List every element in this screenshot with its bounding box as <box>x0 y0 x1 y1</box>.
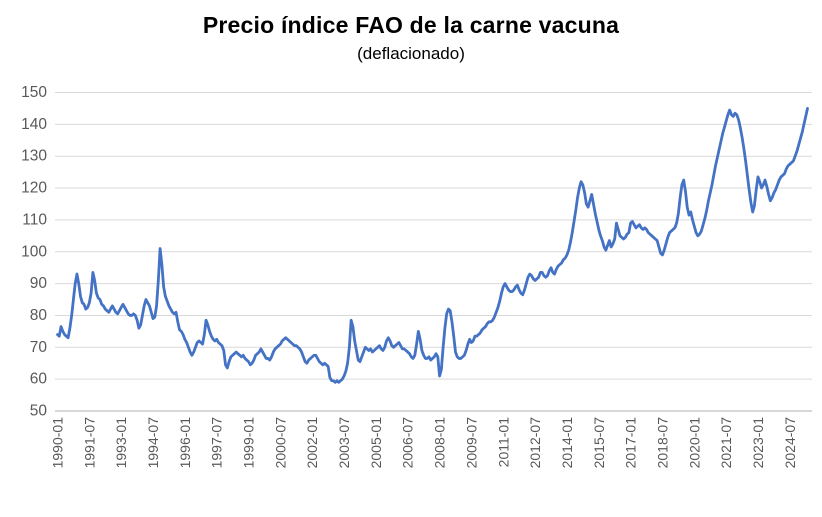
x-tick-label: 1996-01 <box>177 417 193 469</box>
x-tick-label: 2009-07 <box>463 417 479 469</box>
x-tick-label: 2024-07 <box>782 417 798 469</box>
x-tick-label: 2008-01 <box>432 417 448 469</box>
chart-subtitle: (deflacionado) <box>357 44 465 63</box>
x-tick-label: 2002-01 <box>304 417 320 469</box>
x-tick-label: 2017-01 <box>623 417 639 469</box>
y-tick-label: 150 <box>21 84 47 101</box>
x-tick-label: 2014-01 <box>559 417 575 469</box>
x-tick-label: 2023-01 <box>750 417 766 469</box>
y-tick-label: 120 <box>21 180 47 197</box>
y-tick-label: 50 <box>30 403 48 420</box>
x-tick-label: 2012-07 <box>527 417 543 469</box>
y-tick-label: 70 <box>30 339 48 356</box>
x-tick-label: 2021-07 <box>718 417 734 469</box>
x-tick-label: 2006-07 <box>400 417 416 469</box>
x-tick-label: 2011-01 <box>495 417 511 468</box>
y-tick-label: 90 <box>30 275 48 292</box>
y-tick-label: 60 <box>30 371 48 388</box>
x-tick-label: 2020-01 <box>686 417 702 469</box>
y-axis-tick-labels: 50 60 70 80 90 100 110 120 130 140 150 <box>21 84 47 420</box>
y-tick-label: 100 <box>21 243 47 260</box>
y-tick-label: 140 <box>21 116 47 133</box>
x-axis-tick-labels: 1990-01 1991-07 1993-01 1994-07 1996-01 1997-… <box>50 417 798 469</box>
chart-title: Precio índice FAO de la carne vacuna <box>202 12 620 38</box>
x-tick-label: 2003-07 <box>336 417 352 469</box>
x-tick-label: 2015-07 <box>591 417 607 469</box>
gridlines <box>55 92 812 412</box>
x-tick-label: 2000-07 <box>272 417 288 469</box>
y-tick-label: 110 <box>22 211 47 228</box>
x-tick-label: 2018-07 <box>654 417 670 469</box>
x-tick-label: 1990-01 <box>50 417 66 469</box>
price-index-series-line <box>56 107 809 384</box>
x-tick-label: 1994-07 <box>145 417 161 469</box>
y-tick-label: 130 <box>21 148 47 165</box>
x-tick-label: 1991-07 <box>81 417 97 469</box>
x-tick-label: 1999-01 <box>241 417 257 469</box>
x-tick-label: 1993-01 <box>113 417 129 469</box>
x-tick-label: 2005-01 <box>368 417 384 469</box>
x-tick-label: 1997-07 <box>209 417 225 469</box>
y-tick-label: 80 <box>30 307 48 324</box>
